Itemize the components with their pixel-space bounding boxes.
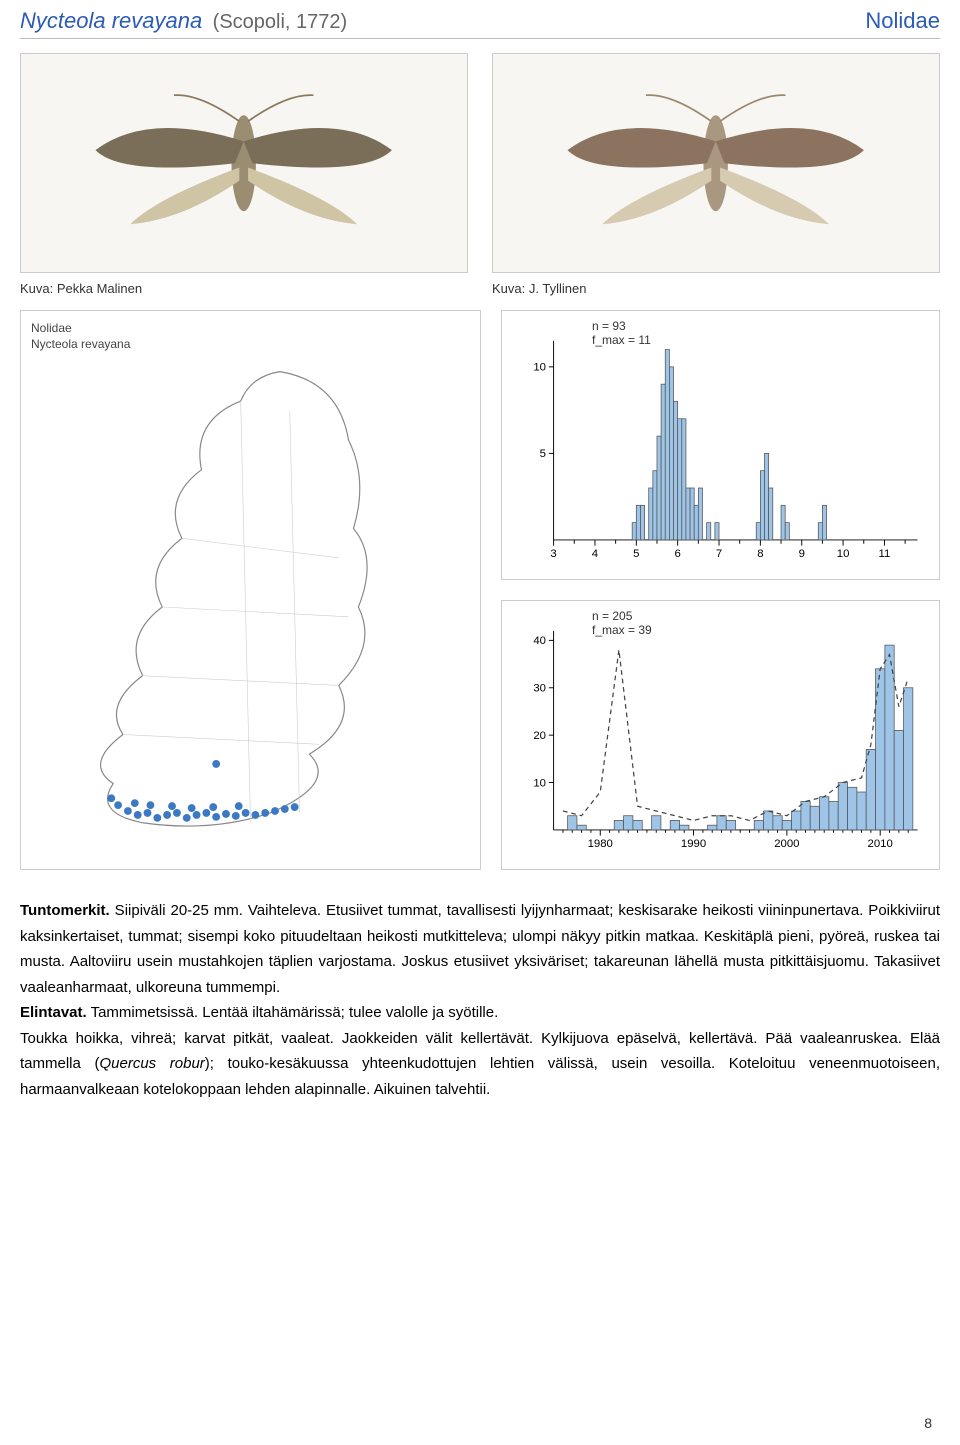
svg-text:10: 10 [533, 777, 546, 789]
svg-text:7: 7 [716, 548, 722, 560]
chart1-stats: n = 93 f_max = 11 [592, 319, 651, 348]
svg-text:6: 6 [674, 548, 680, 560]
distribution-map: Nolidae Nycteola revayana [20, 310, 481, 870]
svg-text:30: 30 [533, 683, 546, 695]
specimen-photo-left [20, 53, 468, 273]
photo-row [20, 53, 940, 273]
svg-text:11: 11 [879, 548, 891, 560]
paragraph-elintavat: Elintavat. Tammimetsissä. Lentää iltahäm… [20, 1000, 940, 1026]
moth-illustration-icon [515, 76, 916, 250]
svg-text:10: 10 [837, 548, 850, 560]
svg-text:8: 8 [757, 548, 763, 560]
chart1-svg: 5 10 3 4 5 6 7 8 9 10 11 [510, 321, 927, 575]
phenology-chart: n = 93 f_max = 11 5 10 3 4 5 6 7 8 9 10 11 [501, 310, 940, 580]
chart1-fmax: f_max = 11 [592, 333, 651, 347]
paragraph-tuntomerkit: Tuntomerkit. Siipiväli 20-25 mm. Vaihtel… [20, 898, 940, 1000]
caption-left: Kuva: Pekka Malinen [20, 281, 468, 296]
map-family-label: Nolidae [31, 321, 470, 337]
svg-text:4: 4 [592, 548, 598, 560]
species-block: Nycteola revayana (Scopoli, 1772) [20, 8, 347, 34]
svg-text:20: 20 [533, 730, 546, 742]
caption-right: Kuva: J. Tyllinen [492, 281, 940, 296]
svg-text:10: 10 [533, 362, 546, 374]
svg-text:2010: 2010 [868, 838, 893, 850]
moth-illustration-icon [43, 76, 444, 250]
text-elintavat: Tammimetsissä. Lentää iltahämärissä; tul… [87, 1004, 499, 1021]
author-year: (Scopoli, 1772) [213, 11, 348, 33]
figures-row: Nolidae Nycteola revayana n = [20, 310, 940, 870]
charts-column: n = 93 f_max = 11 5 10 3 4 5 6 7 8 9 10 11 n = 205… [501, 310, 940, 870]
paragraph-toukka: Toukka hoikka, vihreä; karvat pitkät, va… [20, 1026, 940, 1103]
chart2-n: n = 205 [592, 609, 652, 623]
finland-map-icon [31, 352, 470, 862]
svg-text:1980: 1980 [588, 838, 613, 850]
svg-text:9: 9 [799, 548, 805, 560]
family-name: Nolidae [865, 8, 940, 34]
chart2-stats: n = 205 f_max = 39 [592, 609, 652, 638]
svg-text:3: 3 [550, 548, 556, 560]
text-tuntomerkit: Siipiväli 20-25 mm. Vaihteleva. Etusiive… [20, 902, 940, 996]
specimen-photo-right [492, 53, 940, 273]
chart2-fmax: f_max = 39 [592, 623, 652, 637]
body-text: Tuntomerkit. Siipiväli 20-25 mm. Vaihtel… [20, 898, 940, 1102]
map-species-label: Nycteola revayana [31, 337, 470, 353]
svg-text:1990: 1990 [681, 838, 706, 850]
label-elintavat: Elintavat. [20, 1004, 87, 1021]
svg-text:5: 5 [540, 448, 546, 460]
caption-row: Kuva: Pekka Malinen Kuva: J. Tyllinen [20, 281, 940, 296]
species-name: Nycteola revayana [20, 8, 202, 33]
chart2-svg: 10 20 30 40 1980 1990 2000 2010 [510, 611, 927, 865]
yearly-chart: n = 205 f_max = 39 10 20 30 40 1980 1990 2000 2… [501, 600, 940, 870]
page-number: 8 [924, 1415, 932, 1431]
chart1-n: n = 93 [592, 319, 651, 333]
map-title: Nolidae Nycteola revayana [31, 321, 470, 352]
svg-text:40: 40 [533, 635, 546, 647]
svg-text:2000: 2000 [774, 838, 799, 850]
label-tuntomerkit: Tuntomerkit. [20, 902, 110, 919]
svg-text:5: 5 [633, 548, 639, 560]
page-header: Nycteola revayana (Scopoli, 1772) Nolida… [20, 8, 940, 39]
latin-quercus: Quercus robur [99, 1055, 204, 1072]
